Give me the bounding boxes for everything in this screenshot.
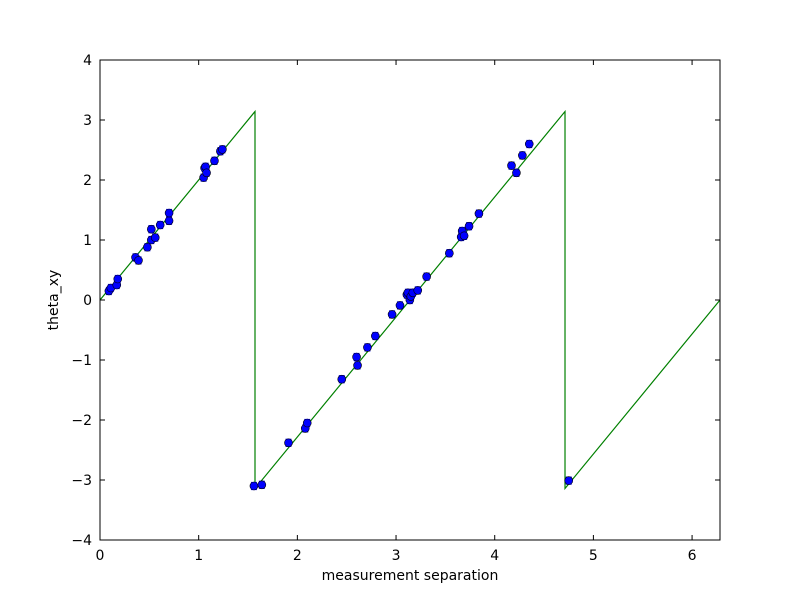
data-point [564, 476, 574, 485]
data-point-group [395, 301, 405, 310]
y-tick-label: 1 [83, 233, 92, 249]
y-tick-label: −2 [71, 413, 92, 429]
data-point-group [143, 242, 152, 252]
y-tick-label: −3 [71, 473, 92, 489]
x-axis-label: measurement separation [322, 568, 499, 584]
data-point-group [422, 272, 431, 281]
data-point-group [413, 286, 423, 295]
data-point [353, 361, 362, 370]
data-point [210, 156, 219, 166]
x-axis-ticks: 0 1 2 3 4 5 6 [96, 60, 697, 564]
data-point [524, 139, 534, 149]
data-point [218, 145, 227, 154]
data-point-group [387, 310, 397, 319]
data-point [422, 272, 431, 281]
data-point-group [249, 481, 259, 491]
data-point-group [474, 209, 484, 218]
x-tick-label: 0 [96, 548, 105, 564]
data-point-group [302, 418, 312, 428]
data-point-group [202, 168, 211, 178]
y-tick-label: 4 [83, 53, 92, 69]
data-point [202, 168, 211, 178]
data-point [387, 310, 397, 319]
data-point [284, 438, 293, 448]
data-point-group [459, 231, 469, 241]
data-point-group [134, 256, 143, 265]
data-point-group [445, 248, 454, 258]
x-tick-label: 4 [490, 548, 499, 564]
x-tick-label: 1 [194, 548, 203, 564]
data-point [512, 168, 521, 178]
data-point [459, 231, 469, 241]
y-tick-label: 0 [83, 293, 92, 309]
data-point-group [150, 233, 160, 242]
data-point-group [518, 151, 527, 160]
y-axis-ticks: −4 −3 −2 −1 0 1 2 3 4 [71, 53, 720, 549]
data-point [155, 220, 165, 230]
y-tick-label: 3 [83, 113, 92, 129]
data-point-group [464, 221, 474, 231]
data-point-group [164, 208, 174, 218]
data-point-group [210, 156, 219, 166]
data-point-group [371, 331, 380, 341]
data-point [143, 242, 152, 252]
data-point [445, 248, 454, 258]
data-point [518, 151, 527, 160]
data-point [363, 343, 372, 352]
data-point [302, 418, 312, 428]
data-point-group [524, 139, 534, 149]
data-point-group [113, 274, 123, 284]
data-point [249, 481, 259, 491]
x-tick-label: 6 [688, 548, 697, 564]
x-tick-label: 3 [392, 548, 401, 564]
data-point-group [352, 352, 361, 362]
data-point-group [284, 438, 293, 448]
data-point [413, 286, 423, 295]
data-point [164, 208, 174, 218]
data-point [337, 374, 347, 384]
data-point [352, 352, 361, 362]
y-tick-label: 2 [83, 173, 92, 189]
y-axis-label: theta_xy [46, 270, 62, 331]
plot-area [99, 59, 721, 541]
data-point-group [257, 480, 267, 490]
data-point-group [363, 343, 372, 352]
data-point-group [164, 216, 174, 226]
data-point-group [147, 224, 156, 234]
data-point [134, 256, 143, 265]
data-point [474, 209, 484, 218]
data-point [371, 331, 380, 341]
data-point-group [353, 361, 362, 370]
data-point [164, 216, 174, 226]
data-point-group [512, 168, 521, 178]
y-tick-label: −4 [71, 533, 92, 549]
data-point [113, 274, 123, 284]
data-point [147, 224, 156, 234]
data-point [464, 221, 474, 231]
y-tick-label: −1 [71, 353, 92, 369]
data-point-group [564, 476, 574, 485]
data-point [150, 233, 160, 242]
x-tick-label: 5 [589, 548, 598, 564]
data-point [395, 301, 405, 310]
data-point [257, 480, 267, 490]
data-point-group [507, 161, 516, 170]
data-point [507, 161, 516, 170]
data-point-group [155, 220, 165, 230]
data-point-group [218, 145, 227, 154]
data-point-group [337, 374, 347, 384]
x-tick-label: 2 [293, 548, 302, 564]
data-points-layer [104, 139, 574, 491]
